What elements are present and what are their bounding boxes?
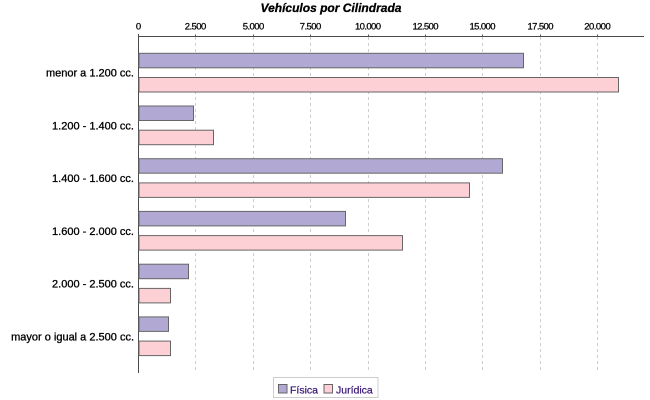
svg-text:15.000: 15.000 [470, 21, 496, 32]
svg-text:5.000: 5.000 [243, 21, 265, 32]
svg-text:Física: Física [290, 384, 318, 396]
svg-text:1.400 - 1.600 cc.: 1.400 - 1.600 cc. [52, 173, 134, 185]
svg-text:7.500: 7.500 [300, 21, 322, 32]
svg-text:1.600 - 2.000 cc.: 1.600 - 2.000 cc. [52, 226, 134, 238]
svg-text:17.500: 17.500 [528, 21, 554, 32]
svg-text:10.000: 10.000 [355, 21, 381, 32]
svg-text:mayor o igual a 2.500 cc.: mayor o igual a 2.500 cc. [11, 331, 134, 343]
svg-text:12.500: 12.500 [413, 21, 439, 32]
svg-text:menor a 1.200 cc.: menor a 1.200 cc. [46, 68, 134, 80]
svg-text:20.000: 20.000 [584, 21, 611, 32]
svg-text:Vehículos por Cilindrada: Vehículos por Cilindrada [261, 1, 402, 15]
svg-text:Jurídica: Jurídica [336, 384, 373, 396]
svg-text:2.000 - 2.500 cc.: 2.000 - 2.500 cc. [52, 279, 134, 291]
svg-text:2.500: 2.500 [185, 21, 207, 32]
svg-text:1.200 - 1.400 cc.: 1.200 - 1.400 cc. [52, 120, 134, 132]
svg-text:0: 0 [136, 22, 141, 33]
